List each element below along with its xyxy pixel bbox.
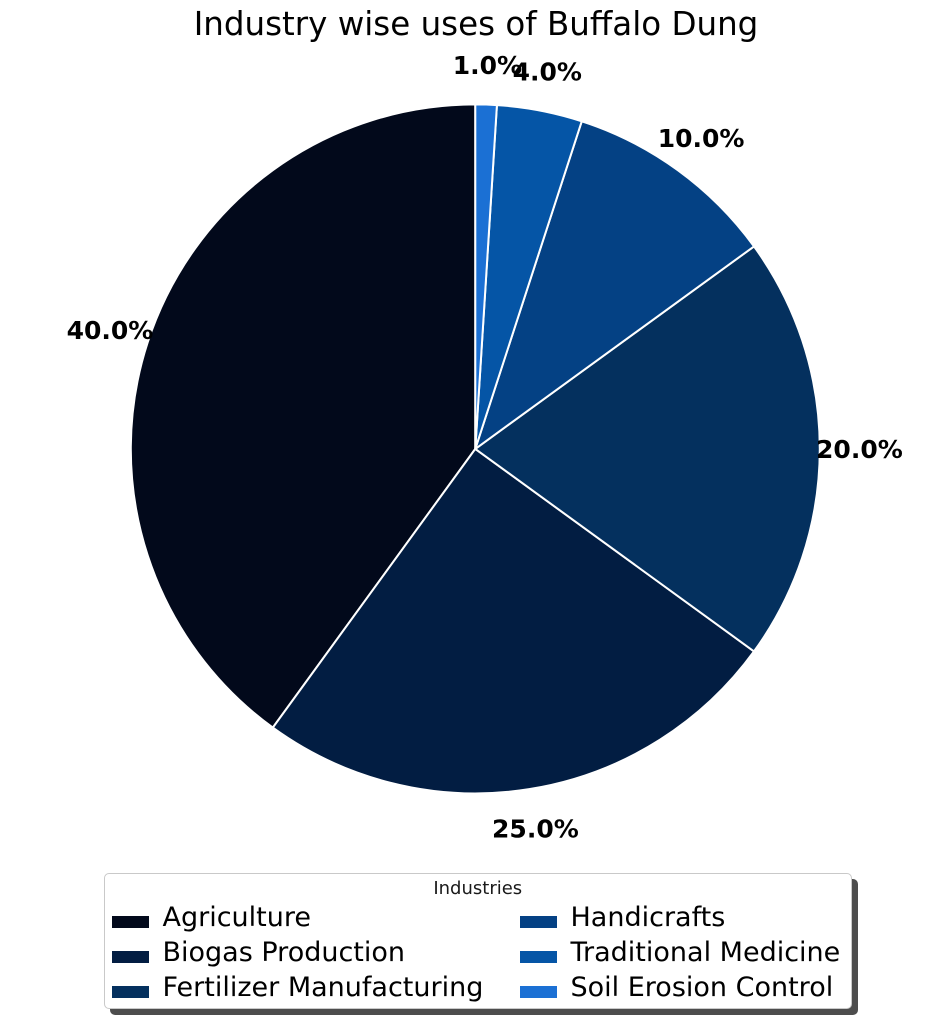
legend-swatch-handicrafts bbox=[520, 915, 557, 928]
percent-label-soil-erosion-control: 1.0% bbox=[453, 51, 522, 80]
legend: Industries Agriculture Biogas Production… bbox=[104, 873, 852, 1009]
legend-label-traditional-medicine: Traditional Medicine bbox=[570, 937, 841, 968]
percent-label-biogas-production: 25.0% bbox=[492, 814, 579, 843]
legend-item-traditional-medicine: Traditional Medicine bbox=[520, 935, 840, 970]
percent-label-agriculture: 40.0% bbox=[67, 316, 154, 345]
legend-item-fertilizer-manufacturing: Fertilizer Manufacturing bbox=[112, 970, 483, 1005]
legend-column-1: Agriculture Biogas Production Fertilizer… bbox=[112, 900, 483, 1005]
pie-slice-soil-erosion-control bbox=[474, 103, 498, 450]
legend-label-handicrafts: Handicrafts bbox=[570, 902, 726, 933]
chart-title: Industry wise uses of Buffalo Dung bbox=[194, 5, 759, 43]
percent-label-handicrafts: 10.0% bbox=[658, 124, 745, 153]
pie-slice-handicrafts bbox=[474, 120, 756, 450]
percent-label-traditional-medicine: 4.0% bbox=[513, 58, 582, 87]
pie-slice-agriculture bbox=[129, 103, 477, 729]
legend-swatch-fertilizer-manufacturing bbox=[112, 985, 149, 998]
legend-swatch-agriculture bbox=[112, 915, 149, 928]
legend-swatch-traditional-medicine bbox=[520, 950, 557, 963]
pie-percent-labels: 40.0% 25.0% 20.0% 10.0% 4.0% 1.0% bbox=[67, 51, 903, 843]
pie-slices bbox=[129, 103, 821, 795]
legend-label-fertilizer-manufacturing: Fertilizer Manufacturing bbox=[162, 972, 484, 1003]
legend-label-agriculture: Agriculture bbox=[162, 902, 312, 933]
legend-item-handicrafts: Handicrafts bbox=[520, 900, 840, 935]
pie-slice-fertilizer-manufacturing bbox=[474, 245, 821, 653]
legend-label-soil-erosion-control: Soil Erosion Control bbox=[570, 972, 834, 1003]
legend-column-2: Handicrafts Traditional Medicine Soil Er… bbox=[520, 900, 840, 1005]
legend-title: Industries bbox=[433, 878, 523, 899]
legend-swatch-biogas-production bbox=[112, 950, 149, 963]
legend-item-biogas-production: Biogas Production bbox=[112, 935, 483, 970]
percent-label-fertilizer-manufacturing: 20.0% bbox=[816, 435, 903, 464]
legend-item-agriculture: Agriculture bbox=[112, 900, 483, 935]
pie-slice-biogas-production bbox=[271, 447, 756, 795]
legend-item-soil-erosion-control: Soil Erosion Control bbox=[520, 970, 840, 1005]
legend-label-biogas-production: Biogas Production bbox=[162, 937, 406, 968]
legend-swatch-soil-erosion-control bbox=[520, 985, 557, 998]
